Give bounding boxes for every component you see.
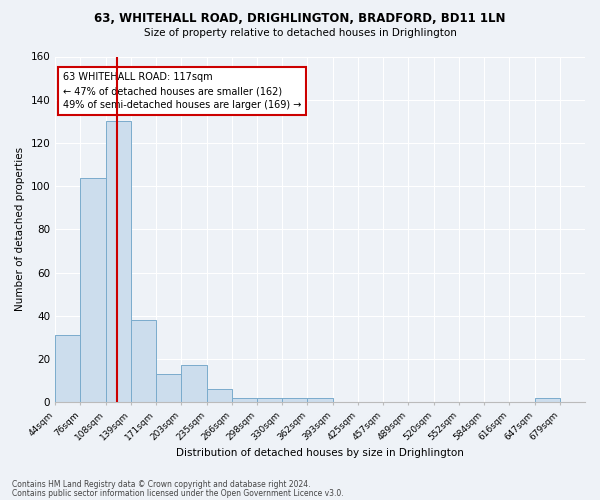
Bar (80, 178, 106, 402)
Text: Contains HM Land Registry data © Crown copyright and database right 2024.: Contains HM Land Registry data © Crown c… (12, 480, 311, 489)
Bar (232, 398, 257, 402)
Bar (55, 335, 80, 402)
X-axis label: Distribution of detached houses by size in Drighlington: Distribution of detached houses by size … (176, 448, 464, 458)
Bar (181, 366, 206, 402)
Bar (106, 122, 131, 402)
Bar (535, 398, 560, 402)
Bar (131, 320, 156, 402)
Bar (282, 398, 307, 402)
Bar (307, 398, 332, 402)
Text: 63, WHITEHALL ROAD, DRIGHLINGTON, BRADFORD, BD11 1LN: 63, WHITEHALL ROAD, DRIGHLINGTON, BRADFO… (94, 12, 506, 26)
Y-axis label: Number of detached properties: Number of detached properties (15, 148, 25, 312)
Text: Contains public sector information licensed under the Open Government Licence v3: Contains public sector information licen… (12, 488, 344, 498)
Text: Size of property relative to detached houses in Drighlington: Size of property relative to detached ho… (143, 28, 457, 38)
Bar (206, 390, 232, 402)
Text: 63 WHITEHALL ROAD: 117sqm
← 47% of detached houses are smaller (162)
49% of semi: 63 WHITEHALL ROAD: 117sqm ← 47% of detac… (63, 72, 301, 110)
Bar (156, 374, 181, 402)
Bar (257, 398, 282, 402)
